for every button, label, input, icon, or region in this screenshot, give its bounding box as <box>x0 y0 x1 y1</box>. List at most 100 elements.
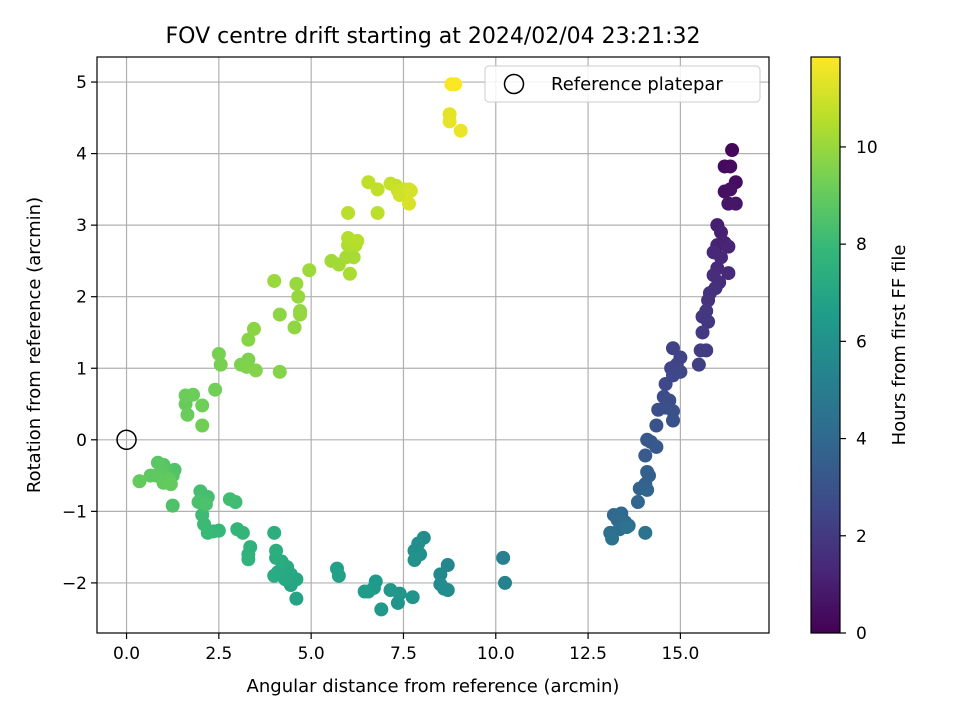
data-point <box>180 407 195 422</box>
x-axis-ticks: 0.0 2.5 5.0 7.5 10.0 12.5 15.0 <box>113 633 699 664</box>
plot-area <box>96 56 770 634</box>
y-tick-label: 0 <box>76 431 87 451</box>
reference-marker <box>116 429 137 451</box>
data-point <box>230 522 245 537</box>
data-point <box>267 525 282 540</box>
data-point <box>666 413 680 428</box>
colorbar-tick-label: 10 <box>856 138 878 158</box>
legend-box <box>484 65 761 103</box>
data-point <box>405 590 420 605</box>
data-point <box>267 568 282 583</box>
data-point <box>640 482 655 497</box>
x-tick-label: 2.5 <box>205 644 232 664</box>
data-point <box>331 568 346 583</box>
x-tick-label: 10.0 <box>477 644 515 664</box>
data-point <box>691 357 706 372</box>
data-points <box>132 77 743 617</box>
data-point <box>289 276 304 291</box>
data-point <box>163 477 178 492</box>
y-axis-ticks: −2 −1 0 1 2 3 4 5 <box>62 73 97 594</box>
x-axis-label: Angular distance from reference (arcmin) <box>247 676 620 697</box>
data-point <box>433 567 448 582</box>
data-point <box>198 497 213 512</box>
data-point <box>370 205 385 220</box>
y-axis-label: Rotation from reference (arcmin) <box>24 197 45 493</box>
colorbar-label: Hours from first FF file <box>889 245 910 446</box>
data-point <box>723 159 738 174</box>
y-tick-label: 5 <box>76 73 87 93</box>
data-point <box>638 525 653 540</box>
data-point <box>195 398 210 413</box>
data-point <box>437 581 452 596</box>
y-tick-label: 3 <box>76 216 87 236</box>
data-point <box>211 346 226 361</box>
y-tick-label: −2 <box>62 574 87 594</box>
colorbar-ticks: 0 2 4 6 8 10 <box>840 138 878 644</box>
data-point <box>342 266 357 281</box>
data-point <box>165 498 180 513</box>
data-point <box>241 552 256 567</box>
data-point <box>246 321 261 336</box>
data-point <box>383 583 398 598</box>
data-point <box>619 520 634 535</box>
data-point <box>248 363 263 378</box>
colorbar-gradient <box>811 57 840 633</box>
colorbar-tick-label: 4 <box>856 430 867 450</box>
y-tick-label: −1 <box>62 502 87 522</box>
data-point <box>725 143 740 158</box>
data-point <box>132 474 147 489</box>
data-point <box>658 376 673 391</box>
data-point <box>693 343 708 358</box>
y-tick-label: 4 <box>76 145 87 165</box>
x-tick-label: 15.0 <box>661 644 699 664</box>
data-point <box>605 531 620 546</box>
x-tick-label: 5.0 <box>298 644 325 664</box>
data-point <box>287 320 302 335</box>
data-point <box>293 304 308 319</box>
plot-frame <box>96 56 770 634</box>
chart-title: FOV centre drift starting at 2024/02/04 … <box>166 24 701 49</box>
data-point <box>195 507 210 522</box>
colorbar-tick-label: 6 <box>856 332 867 352</box>
data-point <box>267 273 282 288</box>
data-point <box>374 602 389 617</box>
data-point <box>272 307 287 322</box>
data-point <box>289 591 304 606</box>
data-point <box>403 183 418 198</box>
data-point <box>370 182 385 197</box>
data-point <box>442 114 457 129</box>
x-tick-label: 7.5 <box>390 644 417 664</box>
y-tick-label: 1 <box>76 359 87 379</box>
data-point <box>269 543 284 558</box>
y-tick-label: 2 <box>76 288 87 308</box>
data-point <box>630 495 645 510</box>
x-tick-label: 0.0 <box>113 644 140 664</box>
data-point <box>213 357 228 372</box>
data-point <box>186 387 200 402</box>
legend-marker-open-circle <box>503 73 525 95</box>
legend-entry-reference-platepar: Reference platepar <box>551 74 723 95</box>
data-point <box>723 182 738 197</box>
data-point <box>341 205 356 220</box>
colorbar-tick-label: 2 <box>856 527 867 547</box>
colorbar-frame <box>810 56 841 634</box>
data-point <box>695 325 710 340</box>
data-point <box>143 468 158 483</box>
data-point <box>701 293 716 308</box>
data-point <box>498 575 512 590</box>
data-point <box>728 196 743 211</box>
x-tick-label: 12.5 <box>569 644 607 664</box>
data-point <box>346 250 361 265</box>
colorbar-tick-label: 8 <box>856 235 867 255</box>
data-point <box>701 314 716 329</box>
data-point <box>407 553 422 568</box>
data-point <box>638 448 653 463</box>
data-point <box>402 196 416 211</box>
colorbar-tick-label: 0 <box>856 624 867 644</box>
colorbar: 0 2 4 6 8 10 Hours from first FF file <box>810 56 910 644</box>
legend: Reference platepar <box>484 65 761 103</box>
data-point <box>714 225 728 240</box>
data-point <box>302 263 317 278</box>
data-point <box>195 418 210 433</box>
